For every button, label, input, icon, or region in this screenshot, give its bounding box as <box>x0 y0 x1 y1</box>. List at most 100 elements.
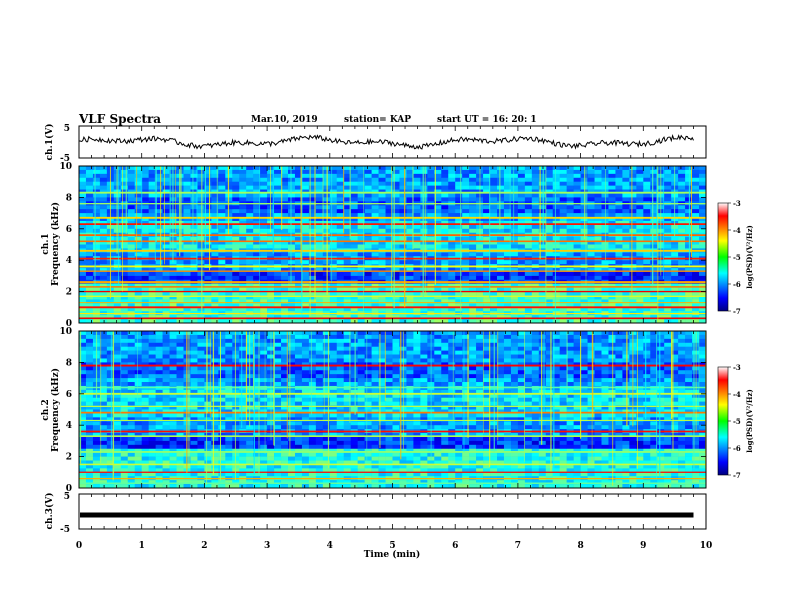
spectrogram-cell <box>350 228 358 234</box>
spectrogram-cell <box>260 213 268 218</box>
spectrogram-cell <box>469 166 477 171</box>
spectrogram-cell <box>503 244 512 249</box>
spectrogram-cell <box>483 193 491 198</box>
spectrogram-cell <box>622 213 630 218</box>
spectrogram-cell <box>476 307 484 312</box>
spectrogram-cell <box>204 315 212 320</box>
spectrogram-cell <box>148 283 156 288</box>
spectrogram-cell <box>692 295 700 300</box>
spectrogram-cell <box>559 177 567 182</box>
spectrogram-cell <box>169 366 177 371</box>
spectrogram-cell <box>288 271 296 277</box>
spectrogram-cell <box>378 236 386 241</box>
spectrogram-cell <box>141 374 149 379</box>
spectrogram-cell <box>294 275 303 281</box>
spectrogram-cell <box>239 354 247 359</box>
spectrogram-cell <box>524 260 533 265</box>
spectrogram-cell <box>490 319 498 323</box>
spectrogram-cell <box>190 362 198 367</box>
spectrogram-cell <box>92 480 101 485</box>
spectrogram-cell <box>559 252 567 257</box>
spectrogram-cell <box>176 397 184 402</box>
spectrogram-cell <box>260 382 268 387</box>
spectrogram-cell <box>99 331 108 336</box>
spectrogram-cell <box>85 236 94 241</box>
spectrogram-cell <box>378 283 386 288</box>
spectrogram-cell <box>294 224 303 230</box>
spectrogram-cell <box>260 334 268 340</box>
spectrogram-cell <box>148 275 156 281</box>
spectrogram-cell <box>650 185 658 190</box>
spectrogram-cell <box>371 220 379 226</box>
spectrogram-cell <box>85 436 94 442</box>
spectrogram-cell <box>197 260 205 265</box>
spectrogram-cell <box>406 224 414 230</box>
spectrogram-cell <box>552 315 560 320</box>
spectrogram-cell <box>497 209 505 214</box>
spectrogram-cell <box>552 177 560 182</box>
spectrogram-cell <box>141 334 149 340</box>
spectrogram-cell <box>246 244 254 249</box>
spectrogram-cell <box>692 319 700 323</box>
spectrogram-cell <box>503 213 512 218</box>
spectrogram-cell <box>455 166 463 171</box>
spectrogram-cell <box>322 303 331 308</box>
spectrogram-cell <box>134 448 142 453</box>
spectrogram-cell <box>225 433 233 438</box>
spectrogram-cell <box>643 287 651 292</box>
spectrogram-cell <box>253 213 261 218</box>
spectrogram-cell <box>239 433 247 438</box>
spectrogram-cell <box>308 303 317 308</box>
spectrogram-cell <box>343 240 351 245</box>
spectrogram-cell <box>308 224 317 230</box>
spectrogram-cell <box>601 295 609 300</box>
spectrogram-cell <box>85 205 94 210</box>
spectrogram-cell <box>85 342 94 347</box>
spectrogram-cell <box>476 315 484 320</box>
spectrogram-cell <box>253 268 261 273</box>
spectrogram-cell <box>462 287 470 292</box>
spectrogram-cell <box>92 452 101 457</box>
spectrogram-cell <box>427 244 435 249</box>
spectrogram-cell <box>559 193 567 198</box>
spectrogram-cell <box>127 217 136 222</box>
spectrogram-cell <box>462 217 470 222</box>
spectrogram-cell <box>239 319 247 323</box>
spectrogram-cell <box>469 181 477 186</box>
spectrogram-cell <box>301 185 310 190</box>
spectrogram-cell <box>322 169 331 175</box>
spectrogram-cell <box>141 370 149 375</box>
spectrogram-cell <box>448 303 456 308</box>
spectrogram-cell <box>211 484 219 488</box>
spectrogram-cell <box>308 287 317 292</box>
spectrogram-cell <box>629 260 637 265</box>
spectrogram-cell <box>232 331 240 336</box>
spectrogram-cell <box>594 189 602 194</box>
spectrogram-cell <box>434 197 442 202</box>
spectrogram-cell <box>392 291 400 296</box>
spectrogram-cell <box>622 185 630 190</box>
spectrogram-cell <box>281 271 289 277</box>
spectrogram-cell <box>336 291 345 296</box>
spectrogram-cell <box>483 283 491 288</box>
spectrogram-cell <box>148 366 156 371</box>
spectrogram-cell <box>629 319 637 323</box>
spectrogram-cell <box>406 244 414 249</box>
spectrogram-cell <box>587 287 595 292</box>
spectrogram-cell <box>692 299 700 304</box>
spectrogram-cell <box>169 464 177 469</box>
spectrogram-cell <box>79 244 87 249</box>
spectrogram-cell <box>211 189 219 194</box>
spectrogram-cell <box>218 287 226 292</box>
spectrogram-cell <box>336 181 345 186</box>
spectrogram-cell <box>155 213 163 218</box>
spectrogram-cell <box>671 303 679 308</box>
spectrogram-cell <box>531 193 540 198</box>
spectrogram-cell <box>329 177 338 182</box>
spectrogram-cell <box>134 224 142 230</box>
spectrogram-cell <box>538 181 547 186</box>
spectrogram-cell <box>134 460 142 465</box>
spectrogram-cell <box>503 166 512 171</box>
spectrogram-cell <box>79 240 87 245</box>
spectrogram-cell <box>260 378 268 383</box>
